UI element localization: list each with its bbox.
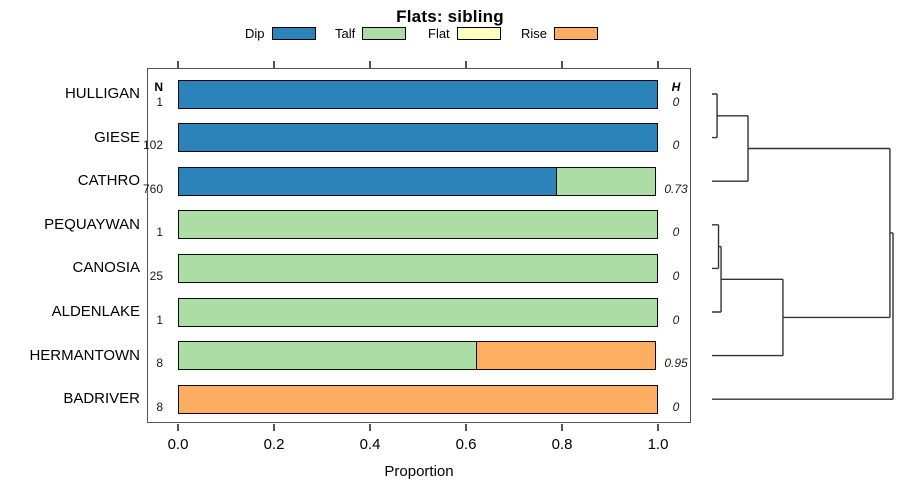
n-value: 1 (156, 94, 163, 109)
bar-segment-talf (178, 210, 658, 240)
h-value: 0 (672, 138, 680, 153)
legend-swatch (271, 27, 316, 40)
tick-label-0.2: 0.2 (263, 436, 285, 453)
tick-mark-bottom (561, 423, 563, 431)
bar-segment-dip (178, 166, 558, 196)
row-label-hermantown: HERMANTOWN (29, 346, 140, 364)
tick-mark-bottom (177, 423, 179, 431)
bar-hermantown (178, 341, 658, 371)
tick-mark-top (561, 61, 563, 68)
tick-mark-bottom (657, 423, 659, 431)
tick-mark-top (465, 61, 467, 68)
tick-mark-top (177, 61, 179, 68)
bar-hulligan (178, 79, 658, 109)
h-value: 0 (672, 225, 680, 240)
legend-item-talf: Talf (335, 26, 407, 41)
bar-pequaywan (178, 210, 658, 240)
bar-segment-talf (178, 297, 658, 327)
tick-label-0.4: 0.4 (359, 436, 381, 453)
x-axis-label: Proportion (384, 463, 454, 480)
tick-mark-top (369, 61, 371, 68)
legend-item-rise: Rise (521, 26, 599, 41)
row-label-pequaywan: PEQUAYWAN (44, 215, 140, 233)
tick-label-0.6: 0.6 (455, 436, 477, 453)
col-header-h: H (671, 80, 681, 94)
row-label-cathro: CATHRO (77, 172, 140, 190)
bar-canosia (178, 253, 658, 283)
n-value: 25 (149, 268, 163, 283)
legend-label: Rise (521, 26, 548, 41)
legend-label: Talf (335, 26, 356, 41)
row-label-hulligan: HULLIGAN (64, 85, 140, 102)
tick-label-0.0: 0.0 (167, 436, 189, 453)
n-value: 8 (156, 356, 163, 371)
bar-segment-talf (555, 166, 657, 196)
bar-segment-talf (178, 253, 658, 283)
bar-aldenlake (178, 297, 658, 327)
legend-label: Dip (245, 26, 265, 41)
bar-segment-rise (476, 341, 657, 371)
tick-mark-bottom (273, 423, 275, 431)
tick-label-1.0: 1.0 (647, 436, 669, 453)
legend-label: Flat (428, 26, 450, 41)
legend-swatch (456, 27, 501, 40)
legend-swatch (554, 27, 599, 40)
h-value: 0 (672, 399, 680, 414)
h-value: 0.95 (664, 356, 688, 371)
row-label-badriver: BADRIVER (63, 390, 140, 408)
legend-item-dip: Dip (245, 26, 316, 41)
tick-mark-top (657, 61, 659, 68)
n-value: 102 (142, 138, 163, 153)
bar-badriver (178, 384, 658, 414)
tick-label-0.8: 0.8 (551, 436, 573, 453)
h-value: 0 (672, 312, 680, 327)
bar-segment-dip (178, 123, 658, 153)
bar-cathro (178, 166, 658, 196)
n-value: 760 (142, 181, 163, 196)
n-value: 1 (156, 225, 163, 240)
bar-giese (178, 123, 658, 153)
dendrogram-lines (712, 93, 894, 400)
tick-mark-top (273, 61, 275, 68)
row-label-giese: GIESE (94, 128, 140, 146)
tick-mark-bottom (465, 423, 467, 431)
legend-swatch (362, 27, 407, 40)
h-value: 0.73 (664, 181, 688, 196)
h-value: 0 (672, 94, 680, 109)
plot-area (147, 68, 691, 423)
h-value: 0 (672, 268, 680, 283)
n-value: 8 (156, 399, 163, 414)
row-label-aldenlake: ALDENLAKE (51, 303, 140, 320)
chart-title: Flats: sibling (396, 7, 504, 26)
legend-item-flat: Flat (428, 26, 501, 41)
tick-mark-bottom (369, 423, 371, 431)
bar-segment-talf (178, 341, 478, 371)
col-header-n: N (154, 80, 163, 94)
bar-segment-dip (178, 79, 658, 109)
n-value: 1 (156, 312, 163, 327)
bar-segment-rise (178, 384, 658, 414)
row-label-canosia: CANOSIA (72, 259, 140, 277)
